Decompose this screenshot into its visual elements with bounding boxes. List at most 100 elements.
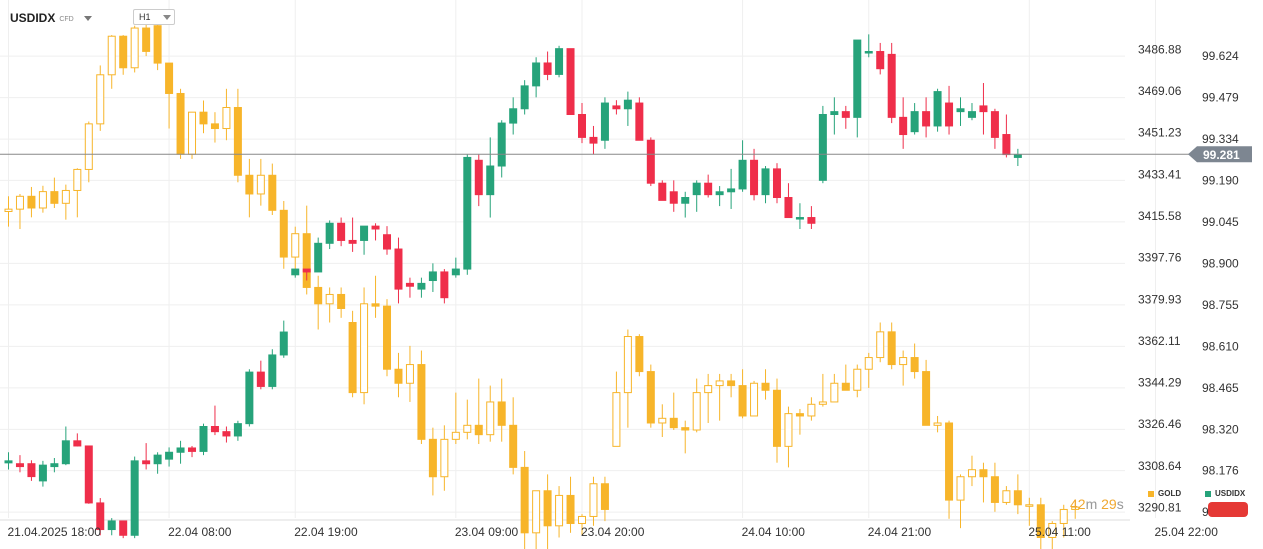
usdidx-body xyxy=(761,168,770,196)
usdidx-body xyxy=(899,116,908,136)
usdidx-candle xyxy=(910,103,919,135)
symbol-tag: CFD xyxy=(59,16,74,23)
gold-body xyxy=(543,490,552,527)
gold-candle xyxy=(1036,497,1045,549)
gold-candle xyxy=(1025,497,1034,526)
usdidx-body xyxy=(451,268,460,276)
gold-body xyxy=(394,368,403,384)
usdidx-candle xyxy=(348,217,357,252)
gold-candle xyxy=(956,474,965,529)
usdidx-candle xyxy=(772,163,781,204)
gold-candle xyxy=(451,392,460,445)
legend-usdidx[interactable]: USDIDX xyxy=(1205,489,1245,498)
gold-candle xyxy=(772,378,781,463)
gold-candle xyxy=(818,373,827,407)
gold-body xyxy=(635,336,644,373)
usdidx-body xyxy=(612,105,621,110)
symbol-selector[interactable]: USDIDX CFD xyxy=(10,8,92,28)
gold-candle xyxy=(84,121,93,183)
gold-candle xyxy=(463,399,472,440)
gold-body xyxy=(658,417,667,424)
usdidx-candle xyxy=(153,452,162,474)
gold-body xyxy=(337,293,346,309)
usdidx-axis-tick: 98.610 xyxy=(1202,339,1239,353)
usdidx-candle xyxy=(612,100,621,115)
usdidx-candle xyxy=(646,137,655,187)
gold-body xyxy=(233,106,242,176)
gold-body xyxy=(302,233,311,288)
gold-candle xyxy=(841,364,850,391)
usdidx-body xyxy=(956,108,965,113)
gold-body xyxy=(119,35,128,69)
usdidx-body xyxy=(543,62,552,75)
usdidx-body xyxy=(279,331,288,356)
timeframe-select[interactable]: H1 xyxy=(133,9,175,25)
usdidx-candle xyxy=(841,105,850,129)
countdown-minutes: 42 xyxy=(1070,496,1086,512)
usdidx-body xyxy=(704,182,713,196)
usdidx-body xyxy=(555,48,564,75)
gold-candle xyxy=(922,359,931,426)
gold-axis-tick: 3415.58 xyxy=(1138,209,1182,223)
symbol-dropdown-chevron-icon[interactable] xyxy=(83,15,92,21)
usdidx-body xyxy=(107,520,116,531)
usdidx-axis-tick: 98.176 xyxy=(1202,464,1239,478)
usdidx-body xyxy=(73,440,82,447)
gold-candle xyxy=(314,275,323,330)
gold-candle xyxy=(210,112,219,143)
gold-body xyxy=(61,189,70,204)
usdidx-body xyxy=(933,91,942,127)
gold-axis-tick: 3344.29 xyxy=(1138,376,1182,390)
gold-body xyxy=(15,195,24,210)
usdidx-candle xyxy=(142,443,151,470)
gold-body xyxy=(50,191,59,204)
usdidx-body xyxy=(256,371,265,387)
usdidx-body xyxy=(807,217,816,224)
gold-candle xyxy=(623,329,632,428)
gold-candle xyxy=(107,35,116,89)
gold-body xyxy=(463,424,472,433)
gold-body xyxy=(509,424,518,468)
gold-candle xyxy=(945,420,954,519)
legend-gold[interactable]: GOLD xyxy=(1148,489,1181,498)
timeframe-chevron-down-icon[interactable] xyxy=(162,14,171,20)
gold-body xyxy=(130,27,139,69)
usdidx-candle xyxy=(256,360,265,390)
usdidx-candle xyxy=(371,223,380,241)
usdidx-candle xyxy=(864,34,873,58)
usdidx-candle xyxy=(922,97,931,138)
usdidx-body xyxy=(417,282,426,290)
gold-axis-tick: 3451.23 xyxy=(1138,126,1182,140)
gold-body xyxy=(73,168,82,191)
usdidx-candle xyxy=(761,166,770,204)
gold-candle xyxy=(199,100,208,134)
gold-candle xyxy=(440,425,449,491)
gold-candle xyxy=(383,299,392,377)
countdown-minutes-unit: m xyxy=(1085,496,1098,512)
usdidx-body xyxy=(245,371,254,425)
sell-button[interactable] xyxy=(1208,502,1248,517)
usdidx-candle xyxy=(784,183,793,219)
gold-candle xyxy=(795,408,804,435)
usdidx-candle xyxy=(956,97,965,126)
usdidx-candle xyxy=(658,180,667,201)
usdidx-candle xyxy=(405,277,414,298)
usdidx-body xyxy=(383,234,392,250)
usdidx-candle xyxy=(4,452,13,470)
usdidx-candle xyxy=(199,423,208,456)
gold-candle xyxy=(142,22,151,57)
usdidx-candle xyxy=(623,91,632,126)
usdidx-body xyxy=(165,451,174,460)
gold-candle xyxy=(233,88,242,183)
gold-candle xyxy=(555,486,564,538)
usdidx-body xyxy=(394,248,403,290)
usdidx-candle xyxy=(417,277,426,298)
x-axis-tick: 23.04 20:00 xyxy=(581,525,645,539)
gold-body xyxy=(497,401,506,426)
usdidx-candle xyxy=(887,42,896,124)
usdidx-candle xyxy=(130,456,139,539)
usdidx-candle xyxy=(555,45,564,78)
usdidx-body xyxy=(623,99,632,110)
usdidx-candle xyxy=(360,225,369,255)
